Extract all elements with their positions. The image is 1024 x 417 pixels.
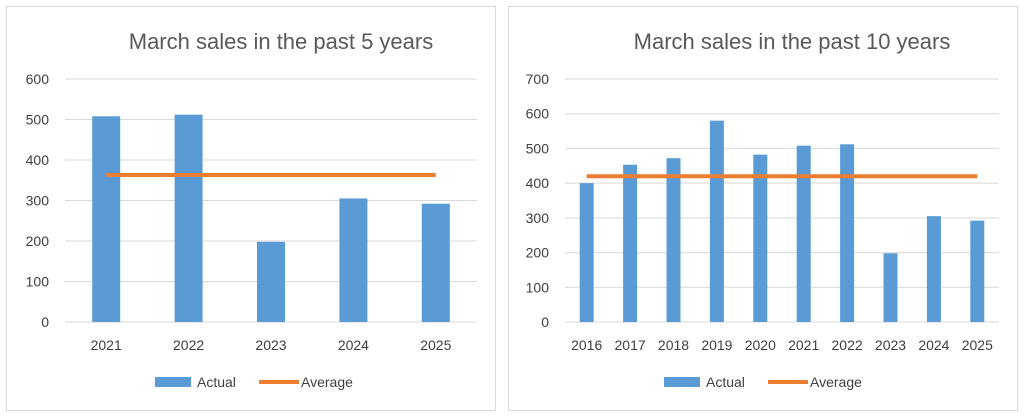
bar-actual-2025 (970, 220, 985, 322)
legend-label-average: Average (810, 374, 862, 390)
bar-actual-2019 (709, 120, 724, 323)
bar-actual-2024 (339, 198, 368, 322)
y-tick-label: 200 (526, 245, 550, 261)
x-tick-label: 2022 (832, 337, 863, 353)
x-tick-label: 2022 (173, 337, 204, 353)
bar-actual-2018 (666, 158, 681, 322)
chart-10-years: March sales in the past 10 years 0 100 200 3… (526, 29, 999, 390)
bar-actual-2020 (753, 154, 768, 322)
chart-title: March sales in the past 5 years (129, 29, 433, 54)
bar-actual-2025 (421, 203, 450, 322)
x-tick-label: 2021 (91, 337, 122, 353)
y-tick-label: 300 (526, 210, 550, 226)
x-tick-label: 2018 (658, 337, 689, 353)
bar-actual-2023 (257, 241, 285, 322)
legend-label-actual: Actual (706, 374, 745, 390)
chart-title: March sales in the past 10 years (634, 29, 951, 54)
x-tick-label: 2025 (420, 337, 451, 353)
x-tick-label: 2021 (788, 337, 819, 353)
legend-label-average: Average (301, 374, 353, 390)
y-tick-label: 200 (26, 233, 50, 249)
bar-actual-2021 (796, 145, 811, 322)
bar-actual-2016 (579, 183, 594, 322)
bar-actual-2022 (174, 114, 203, 322)
y-tick-label: 0 (41, 314, 49, 330)
chart-5-years: March sales in the past 5 years 0 100 200 30… (26, 29, 477, 390)
x-tick-label: 2025 (962, 337, 993, 353)
y-tick-label: 0 (541, 314, 549, 330)
bar-actual-2024 (926, 216, 941, 322)
y-tick-label: 700 (526, 71, 550, 87)
x-tick-label: 2017 (615, 337, 646, 353)
y-tick-label: 400 (526, 175, 550, 191)
x-tick-label: 2024 (918, 337, 949, 353)
legend-swatch-actual (664, 377, 700, 387)
legend-label-actual: Actual (197, 374, 236, 390)
y-tick-label: 500 (26, 112, 50, 128)
y-tick-label: 400 (26, 152, 50, 168)
chart-panel-5-years: March sales in the past 5 years 0 100 200 30… (6, 6, 496, 411)
bar-actual-2017 (623, 164, 638, 322)
bar-actual-2023 (883, 253, 898, 322)
x-tick-label: 2023 (255, 337, 286, 353)
y-tick-label: 600 (526, 106, 550, 122)
y-tick-label: 500 (526, 140, 550, 156)
bar-actual-2021 (92, 116, 121, 322)
x-tick-label: 2019 (701, 337, 732, 353)
x-tick-label: 2016 (571, 337, 602, 353)
y-tick-label: 300 (26, 193, 50, 209)
y-tick-label: 600 (26, 71, 50, 87)
x-tick-label: 2023 (875, 337, 906, 353)
x-tick-label: 2020 (745, 337, 776, 353)
legend-swatch-actual (155, 377, 191, 387)
chart-panel-10-years: March sales in the past 10 years 0 100 200 3… (508, 6, 1018, 411)
bar-actual-2022 (840, 144, 855, 322)
y-tick-label: 100 (526, 279, 550, 295)
x-tick-label: 2024 (338, 337, 369, 353)
y-tick-label: 100 (26, 274, 50, 290)
